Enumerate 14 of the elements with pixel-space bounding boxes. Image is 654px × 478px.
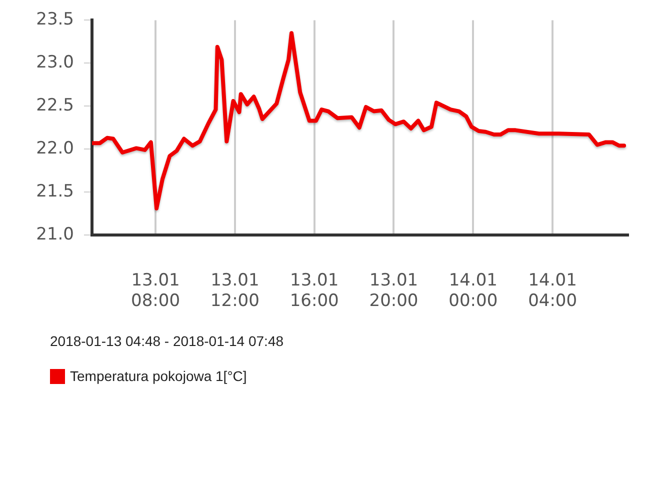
- y-tick-label: 22.0: [36, 138, 74, 158]
- y-tick-label: 21.0: [36, 224, 74, 244]
- x-tick-label: 14.01 00:00: [448, 270, 498, 312]
- text: 2018-01-13 04:48 - 2018-01-14 07:48: [50, 333, 284, 349]
- legend-label: Temperatura pokojowa 1[°C]: [70, 368, 247, 384]
- x-tick-label: 14.01 04:00: [528, 270, 578, 312]
- x-tick-label: 13.01 20:00: [369, 270, 418, 312]
- y-tick-label: 21.5: [36, 181, 74, 202]
- x-tick-label: 13.01 12:00: [210, 270, 260, 312]
- x-tick-label: 13.01 08:00: [131, 270, 180, 312]
- y-tick-label: 23.0: [36, 52, 74, 73]
- y-tick-label: 22.5: [36, 96, 74, 116]
- y-tick-label: 23.5: [36, 10, 74, 30]
- x-tick-label: 13.01 16:00: [290, 270, 339, 312]
